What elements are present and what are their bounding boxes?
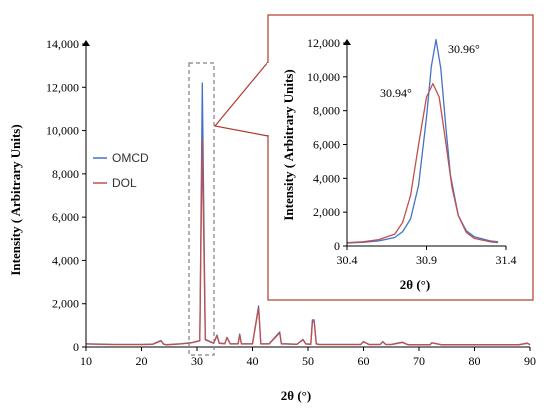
- main-x-tick-label: 10: [80, 354, 92, 368]
- main-x-tick-label: 70: [413, 354, 425, 368]
- main-y-tick-label: 8,000: [52, 167, 79, 181]
- main-x-tick-label: 40: [247, 354, 259, 368]
- inset-x-tick-label: 30.9: [416, 253, 437, 267]
- zoom-highlight-box: [188, 62, 215, 356]
- main-y-tick-label: 12,000: [46, 80, 79, 94]
- inset-y-ticks: 0 2,000 4,000 6,000 8,000 10,000 12,000: [307, 36, 347, 253]
- main-x-tick-label: 20: [136, 354, 148, 368]
- inset-x-tick-label: 30.4: [337, 253, 358, 267]
- inset-x-tick-label: 31.4: [496, 253, 517, 267]
- inset-series-line-dol: [346, 82, 499, 244]
- main-y-tick-label: 14,000: [46, 37, 79, 51]
- inset-y-tick-label: 12,000: [307, 36, 340, 50]
- inset-series-group: [346, 38, 499, 244]
- main-x-tick-label: 60: [358, 354, 370, 368]
- main-x-ticks: 10 20 30 40 50 60 70 80 90: [80, 347, 536, 368]
- main-x-tick-label: 30: [191, 354, 203, 368]
- main-x-tick-label: 80: [469, 354, 481, 368]
- inset-y-axis-title: Intensity ( Arbitrary Units): [281, 69, 296, 220]
- inset-y-tick-label: 0: [334, 239, 340, 253]
- annotation-omcd-peak: 30.96°: [448, 42, 480, 56]
- legend: OMCD DOL: [93, 151, 149, 190]
- main-y-tick-label: 2,000: [52, 297, 79, 311]
- main-series-line-dol: [85, 138, 531, 346]
- main-y-tick-label: 0: [73, 340, 79, 354]
- main-y-axis-arrow: [82, 40, 90, 46]
- main-y-tick-label: 10,000: [46, 124, 79, 138]
- legend-label-dol: DOL: [112, 176, 137, 190]
- inset-x-ticks: 30.4 30.9 31.4: [337, 246, 517, 267]
- inset-callout-pointer: [213, 60, 269, 137]
- inset-y-axis-arrow: [343, 39, 351, 45]
- main-y-tick-label: 4,000: [52, 253, 79, 267]
- main-x-tick-label: 90: [524, 354, 536, 368]
- legend-label-omcd: OMCD: [112, 151, 149, 165]
- inset-series-line-omcd: [346, 38, 499, 244]
- inset-y-tick-label: 8,000: [313, 104, 340, 118]
- inset-x-axis-title: 2θ (°): [400, 277, 430, 292]
- main-x-tick-label: 50: [302, 354, 314, 368]
- inset-y-tick-label: 6,000: [313, 138, 340, 152]
- inset-y-tick-label: 2,000: [313, 205, 340, 219]
- inset-y-tick-label: 10,000: [307, 70, 340, 84]
- inset-frame: [267, 14, 534, 301]
- annotation-dol-peak: 30.94°: [380, 86, 412, 100]
- main-y-tick-label: 6,000: [52, 210, 79, 224]
- main-series-group: [85, 82, 531, 346]
- inset-y-tick-label: 4,000: [313, 171, 340, 185]
- main-x-axis-title: 2θ (°): [281, 388, 311, 403]
- main-y-ticks: 0 2,000 4,000 6,000 8,000 10,000 12,000 14,000: [46, 37, 86, 354]
- main-y-axis-title: Intensity ( Arbitrary Units): [8, 124, 23, 275]
